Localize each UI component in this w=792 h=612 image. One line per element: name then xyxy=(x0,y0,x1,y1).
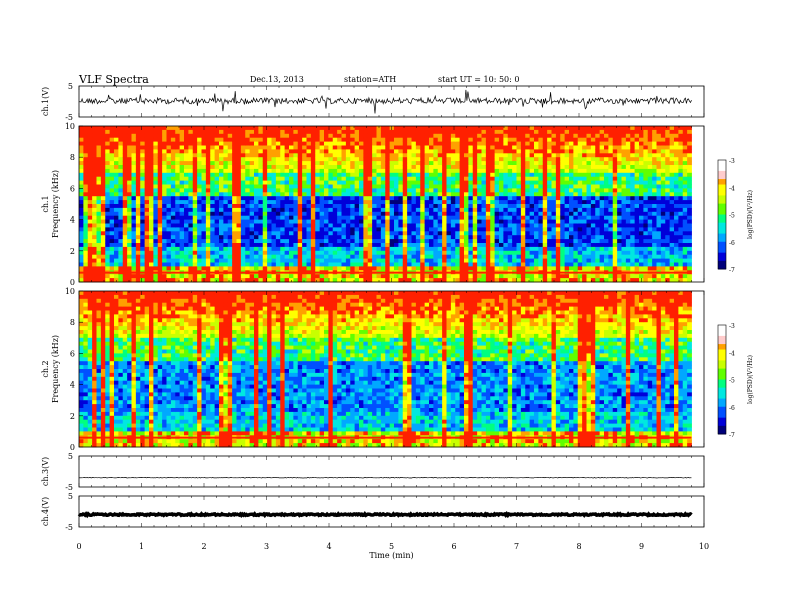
y-tick-label: 2 xyxy=(70,247,75,256)
colorbar-frame xyxy=(717,159,727,270)
colorbar-tick-label: -7 xyxy=(729,432,735,439)
x-tick-label: 1 xyxy=(139,542,144,551)
y-tick-label: 8 xyxy=(70,153,75,162)
panel-ch1-spectrogram xyxy=(78,125,727,283)
y-tick-label: 8 xyxy=(70,318,75,327)
colorbar-tick-label: -3 xyxy=(729,158,735,165)
y-axis-label: ch.4(V) xyxy=(41,497,50,526)
panel-frame xyxy=(78,455,705,488)
y-axis-label: ch.3(V) xyxy=(41,457,50,486)
panel-ch1-waveform xyxy=(78,85,705,118)
colorbar-frame xyxy=(717,324,727,435)
waveform-ch4-waveform xyxy=(77,511,693,519)
y-axis-label: Frequency (kHz) xyxy=(51,170,60,238)
x-tick-label: 7 xyxy=(514,542,519,551)
colorbar-tick-label: -5 xyxy=(729,213,735,220)
y-tick-label: 0 xyxy=(70,278,75,287)
y-tick-label: 4 xyxy=(70,216,75,225)
waveform-ch1-waveform xyxy=(78,89,692,114)
colorbar-tick-label: -7 xyxy=(729,267,735,274)
y-tick-label: -5 xyxy=(65,483,73,492)
x-tick-label: 9 xyxy=(639,542,644,551)
start-time-label: start UT = 10: 50: 0 xyxy=(438,75,520,84)
y-tick-label: 5 xyxy=(68,452,73,461)
x-tick-label: 10 xyxy=(699,542,709,551)
x-tick-label: 5 xyxy=(389,542,394,551)
y-tick-label: 2 xyxy=(70,412,75,421)
colorbar-tick-label: -4 xyxy=(729,185,735,192)
colorbar-tick-label: -6 xyxy=(729,240,735,247)
colorbar-label: log(PSD)(V²/Hz) xyxy=(747,190,754,239)
y-tick-label: 0 xyxy=(70,443,75,452)
x-tick-label: 0 xyxy=(76,542,81,551)
y-tick-label: 6 xyxy=(70,184,75,193)
panel-ch4-waveform xyxy=(77,495,705,528)
channel-label: ch.2 xyxy=(41,360,50,377)
y-tick-label: 6 xyxy=(70,349,75,358)
x-tick-label: 4 xyxy=(326,542,331,551)
powerline-band xyxy=(79,271,692,274)
y-tick-label: -5 xyxy=(65,113,73,122)
y-axis-label: ch.1(V) xyxy=(41,87,50,116)
plot-title: VLF Spectra xyxy=(79,73,149,86)
panel-frame xyxy=(78,85,705,118)
station-label: station=ATH xyxy=(344,75,397,84)
x-axis-label: Time (min) xyxy=(369,551,413,560)
panel-ch2-spectrogram xyxy=(78,290,727,448)
y-tick-label: 5 xyxy=(68,492,73,501)
colorbar-tick-label: -4 xyxy=(729,350,735,357)
waveform-ch3-waveform xyxy=(78,476,692,479)
colorbar xyxy=(717,159,727,270)
spectrogram-ch2-spectrogram xyxy=(79,291,692,448)
date-label: Dec.13, 2013 xyxy=(250,75,304,84)
x-tick-label: 3 xyxy=(264,542,269,551)
channel-label: ch.1 xyxy=(41,195,50,212)
x-tick-label: 8 xyxy=(576,542,581,551)
panel-ch3-waveform xyxy=(78,455,705,488)
colorbar xyxy=(717,324,727,435)
y-tick-label: -5 xyxy=(65,523,73,532)
x-tick-label: 6 xyxy=(451,542,456,551)
y-tick-label: 5 xyxy=(68,82,73,91)
y-tick-label: 10 xyxy=(65,122,75,131)
y-tick-label: 10 xyxy=(65,287,75,296)
y-tick-label: 4 xyxy=(70,381,75,390)
powerline-band xyxy=(79,436,692,439)
y-axis-label: Frequency (kHz) xyxy=(51,335,60,403)
colorbar-tick-label: -3 xyxy=(729,323,735,330)
colorbar-tick-label: -5 xyxy=(729,378,735,385)
x-tick-label: 2 xyxy=(201,542,206,551)
colorbar-tick-label: -6 xyxy=(729,405,735,412)
panel-frame xyxy=(78,495,705,528)
colorbar-label: log(PSD)(V²/Hz) xyxy=(747,355,754,404)
spectrogram-ch1-spectrogram xyxy=(79,126,692,283)
